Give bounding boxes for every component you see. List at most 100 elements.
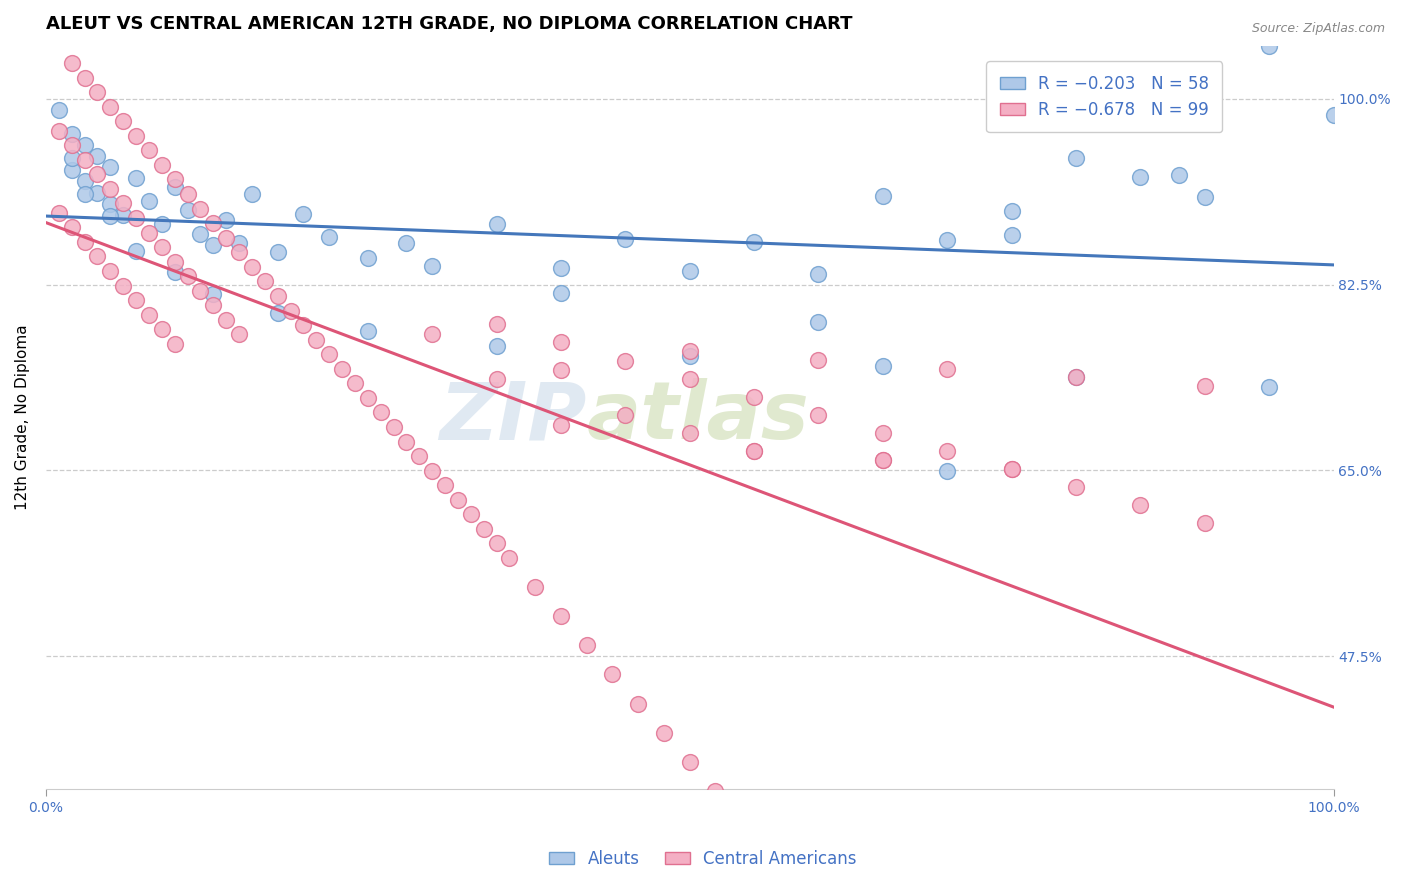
Point: [382, 420, 405, 434]
Point: [318, 229, 340, 244]
Point: [150, 158, 173, 172]
Point: [872, 453, 894, 467]
Point: [872, 189, 894, 203]
Text: Source: ZipAtlas.com: Source: ZipAtlas.com: [1251, 22, 1385, 36]
Point: [150, 240, 173, 254]
Point: [550, 609, 572, 624]
Point: [357, 324, 380, 338]
Point: [73, 174, 96, 188]
Point: [652, 725, 675, 739]
Point: [150, 218, 173, 232]
Point: [163, 172, 186, 186]
Point: [138, 194, 160, 208]
Point: [138, 308, 160, 322]
Point: [420, 326, 443, 341]
Point: [408, 449, 430, 463]
Point: [357, 391, 380, 405]
Point: [86, 249, 108, 263]
Point: [98, 100, 121, 114]
Point: [228, 236, 250, 251]
Text: ALEUT VS CENTRAL AMERICAN 12TH GRADE, NO DIPLOMA CORRELATION CHART: ALEUT VS CENTRAL AMERICAN 12TH GRADE, NO…: [46, 15, 852, 33]
Point: [1001, 204, 1024, 219]
Point: [163, 265, 186, 279]
Point: [60, 56, 83, 70]
Point: [176, 187, 198, 202]
Point: [614, 409, 637, 423]
Point: [60, 127, 83, 141]
Point: [602, 667, 624, 681]
Point: [60, 151, 83, 165]
Point: [60, 220, 83, 235]
Point: [98, 264, 121, 278]
Point: [936, 361, 959, 376]
Point: [228, 245, 250, 260]
Point: [330, 361, 353, 376]
Point: [1064, 480, 1087, 494]
Point: [190, 284, 212, 298]
Point: [1322, 108, 1344, 122]
Point: [1064, 151, 1087, 165]
Point: [1064, 369, 1087, 384]
Point: [305, 333, 328, 347]
Point: [742, 235, 765, 249]
Point: [176, 203, 198, 218]
Point: [98, 182, 121, 196]
Point: [807, 846, 830, 860]
Point: [86, 85, 108, 99]
Point: [550, 285, 572, 300]
Point: [86, 167, 108, 181]
Point: [742, 390, 765, 404]
Point: [485, 372, 508, 386]
Point: [872, 453, 894, 467]
Point: [73, 70, 96, 85]
Point: [318, 347, 340, 361]
Point: [138, 144, 160, 158]
Point: [807, 315, 830, 329]
Point: [125, 211, 148, 225]
Point: [357, 251, 380, 265]
Point: [936, 443, 959, 458]
Point: [872, 425, 894, 440]
Point: [1258, 380, 1281, 394]
Point: [679, 264, 702, 278]
Point: [1194, 516, 1216, 530]
Point: [215, 231, 238, 245]
Point: [704, 784, 727, 798]
Point: [679, 349, 702, 363]
Point: [240, 186, 263, 201]
Point: [176, 269, 198, 284]
Point: [1129, 498, 1152, 512]
Point: [1001, 228, 1024, 243]
Legend: Aleuts, Central Americans: Aleuts, Central Americans: [543, 844, 863, 875]
Point: [447, 492, 470, 507]
Point: [1001, 462, 1024, 476]
Point: [150, 322, 173, 336]
Point: [98, 209, 121, 223]
Point: [163, 336, 186, 351]
Text: atlas: atlas: [586, 378, 810, 456]
Point: [215, 313, 238, 327]
Point: [550, 335, 572, 350]
Point: [485, 339, 508, 353]
Point: [343, 376, 366, 391]
Point: [73, 235, 96, 249]
Point: [679, 344, 702, 359]
Point: [228, 327, 250, 342]
Point: [742, 444, 765, 458]
Point: [485, 536, 508, 550]
Point: [807, 267, 830, 281]
Point: [190, 202, 212, 216]
Y-axis label: 12th Grade, No Diploma: 12th Grade, No Diploma: [15, 325, 30, 510]
Point: [807, 352, 830, 367]
Point: [485, 218, 508, 232]
Point: [112, 114, 135, 128]
Point: [420, 259, 443, 273]
Point: [267, 289, 290, 303]
Point: [485, 318, 508, 332]
Point: [73, 138, 96, 153]
Point: [163, 180, 186, 194]
Point: [73, 186, 96, 201]
Point: [1194, 190, 1216, 204]
Point: [420, 464, 443, 478]
Point: [98, 161, 121, 175]
